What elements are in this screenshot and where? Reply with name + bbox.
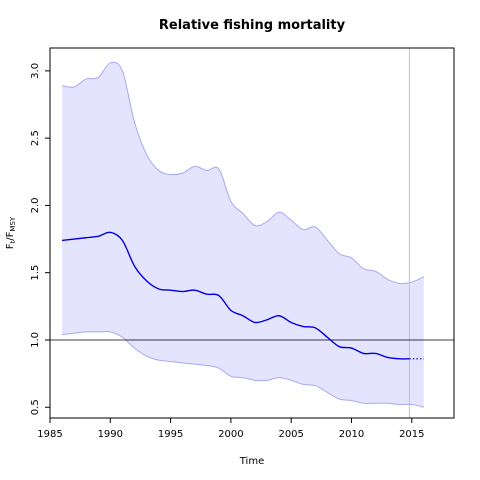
x-axis-label: Time <box>239 456 264 467</box>
y-axis-label-sub-msy: MSY <box>9 216 17 231</box>
plot-area <box>50 48 454 418</box>
x-tick-label: 1995 <box>158 429 183 440</box>
confidence-band <box>62 62 424 408</box>
confidence-band-upper-edge <box>61 61 425 285</box>
x-tick-label: 1990 <box>98 429 123 440</box>
confidence-band-lower-edge <box>62 330 424 408</box>
x-tick-label: 2005 <box>278 429 303 440</box>
y-tick-label: 2.0 <box>30 197 41 213</box>
plot-frame <box>49 47 455 419</box>
estimate-line <box>61 231 410 360</box>
y-axis: 0.5 1.0 1.5 2.0 2.5 3.0 <box>30 63 50 415</box>
x-tick-label: 1985 <box>37 429 62 440</box>
y-tick-label: 3.0 <box>30 63 41 79</box>
y-tick-label: 1.0 <box>30 332 41 348</box>
x-tick-label: 2000 <box>218 429 243 440</box>
y-tick-label: 2.5 <box>30 130 41 146</box>
y-tick-label: 1.5 <box>30 265 41 281</box>
x-tick-label: 2010 <box>339 429 364 440</box>
x-axis: 1985 1990 1995 2000 2005 2010 2015 <box>37 418 425 440</box>
x-tick-label: 2015 <box>399 429 424 440</box>
y-axis-label-sub-t: t <box>9 240 17 243</box>
y-tick-label: 0.5 <box>30 399 41 415</box>
y-axis-label: Ft/FMSY <box>5 216 17 249</box>
y-axis-label-main: F <box>5 243 16 249</box>
chart-title: Relative fishing mortality <box>159 18 346 33</box>
y-axis-label-sep: /F <box>5 231 16 240</box>
